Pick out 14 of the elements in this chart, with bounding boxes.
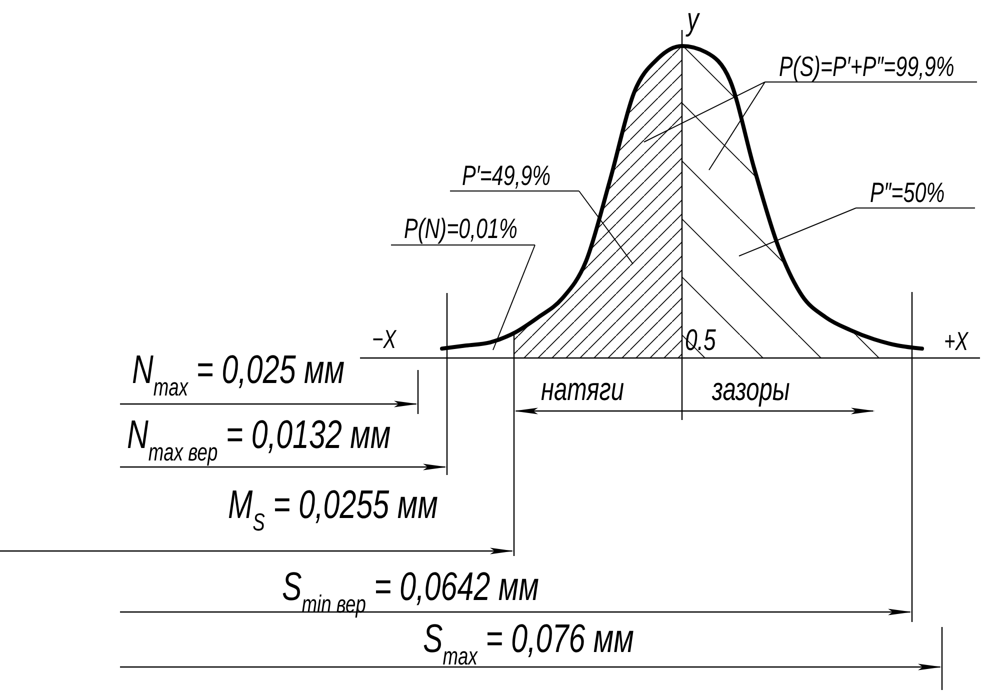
annotation: 0.5 bbox=[685, 322, 716, 357]
text: −X bbox=[372, 324, 397, 354]
text: натяги bbox=[541, 372, 624, 407]
text: N$_{max вер}$ = 0,0132 мм bbox=[127, 412, 391, 466]
annotation: P(S)=P′+P″=99,9% bbox=[779, 52, 954, 83]
annotation: P(N)=0,01% bbox=[404, 214, 518, 245]
text: +X bbox=[944, 326, 969, 356]
annotation: P′=49,9% bbox=[462, 161, 551, 192]
text: S$_{max}$ = 0,076 мм bbox=[423, 616, 634, 670]
text: зазоры bbox=[711, 372, 790, 407]
text: N$_{max}$ = 0,025 мм bbox=[132, 348, 345, 402]
y-axis-title: y bbox=[685, 2, 700, 37]
text: M$_{S}$ = 0,0255 мм bbox=[228, 482, 438, 536]
annotation: P″=50% bbox=[870, 178, 945, 209]
